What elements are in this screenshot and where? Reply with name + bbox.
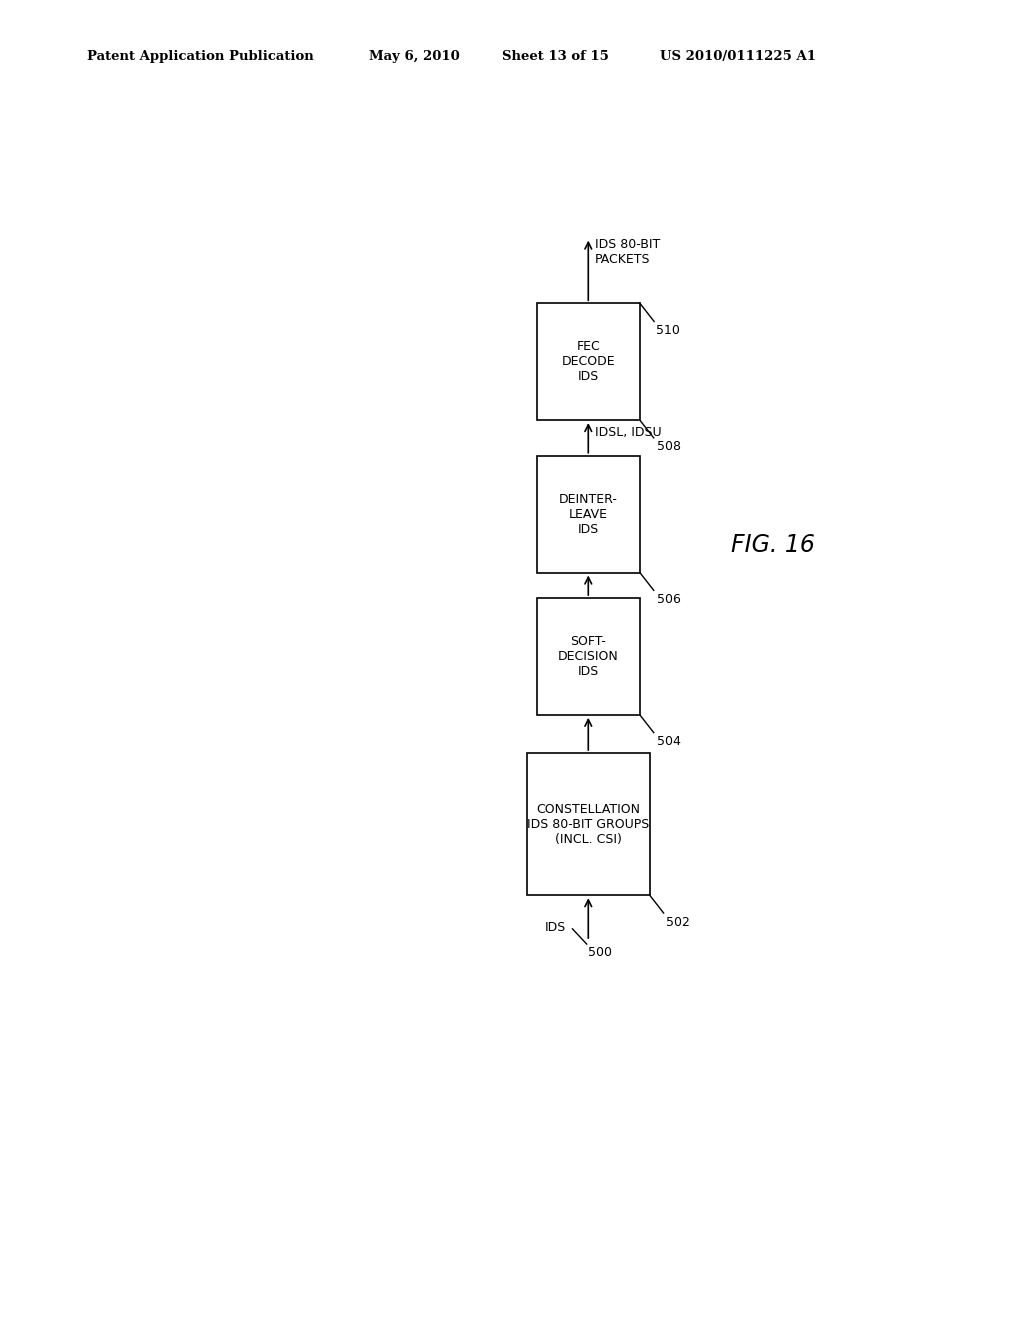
Text: IDSL, IDSU: IDSL, IDSU <box>595 426 662 440</box>
Text: 510: 510 <box>655 323 680 337</box>
Text: Sheet 13 of 15: Sheet 13 of 15 <box>502 50 608 63</box>
Text: CONSTELLATION
IDS 80-BIT GROUPS
(INCL. CSI): CONSTELLATION IDS 80-BIT GROUPS (INCL. C… <box>527 803 649 846</box>
Bar <box>526 752 650 895</box>
Text: SOFT-
DECISION
IDS: SOFT- DECISION IDS <box>558 635 618 678</box>
Text: IDS 80-BIT
PACKETS: IDS 80-BIT PACKETS <box>595 238 659 265</box>
Text: US 2010/0111225 A1: US 2010/0111225 A1 <box>660 50 816 63</box>
Text: 500: 500 <box>588 946 612 960</box>
Text: Patent Application Publication: Patent Application Publication <box>87 50 313 63</box>
Bar <box>537 598 640 715</box>
Bar <box>537 455 640 573</box>
Text: IDS: IDS <box>545 921 566 935</box>
Text: DEINTER-
LEAVE
IDS: DEINTER- LEAVE IDS <box>559 492 617 536</box>
Text: FEC
DECODE
IDS: FEC DECODE IDS <box>561 341 615 383</box>
Text: May 6, 2010: May 6, 2010 <box>369 50 460 63</box>
Text: FIG. 16: FIG. 16 <box>731 533 815 557</box>
Bar <box>537 304 640 420</box>
Text: 504: 504 <box>656 735 680 748</box>
Text: 502: 502 <box>667 916 690 928</box>
Text: 506: 506 <box>656 593 680 606</box>
Text: 508: 508 <box>656 441 681 454</box>
